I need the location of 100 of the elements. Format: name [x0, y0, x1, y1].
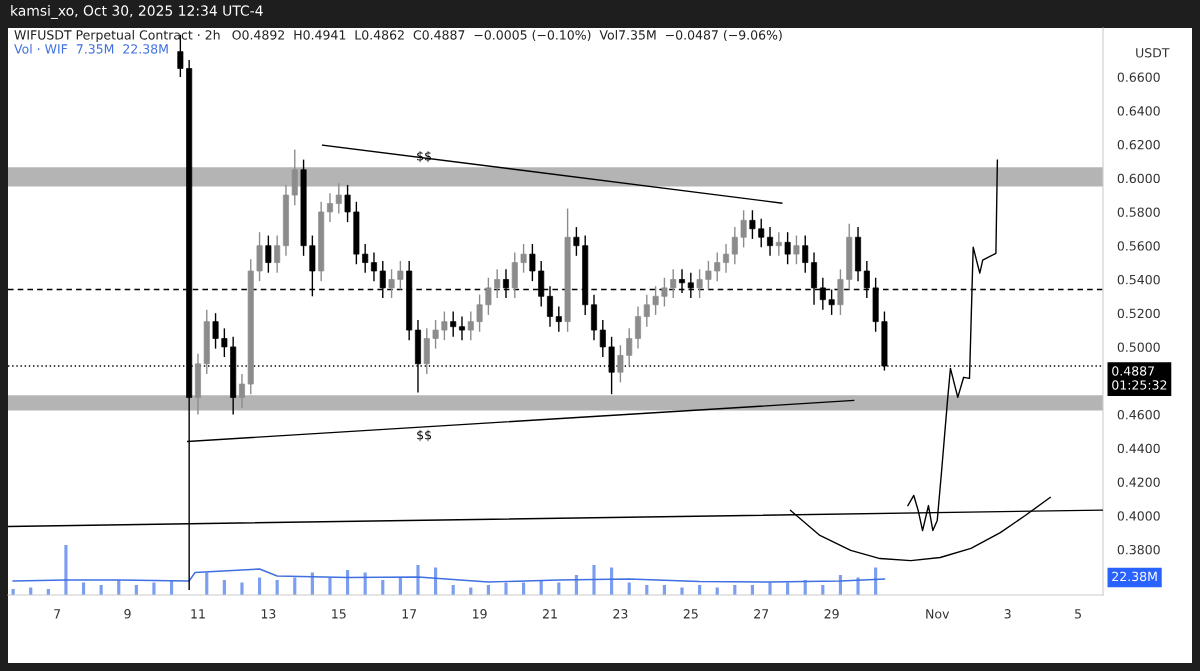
- candlestick: [362, 243, 369, 274]
- candlestick: [670, 268, 677, 299]
- y-tick-label: 0.4600: [1117, 409, 1160, 420]
- candlestick: [335, 182, 342, 215]
- bar: [680, 587, 684, 595]
- band-label: $$: [417, 429, 432, 442]
- chart-subtitle: O0.4892 H0.4941 L0.4862 C0.4887 −0.0005 (−0.10%) Vol7.35M −0.0487 (−9.06%): [232, 29, 782, 42]
- x-tick-label: 19: [473, 609, 487, 619]
- bar: [416, 565, 420, 595]
- y-tick-label: 0.4000: [1117, 511, 1160, 521]
- candlestick: [705, 260, 712, 291]
- bar: [64, 545, 68, 595]
- candlestick: [520, 243, 527, 274]
- candlestick: [661, 277, 668, 308]
- candlestick: [740, 209, 747, 249]
- x-tick-label: 23: [613, 609, 628, 619]
- candlestick: [221, 327, 228, 358]
- bar: [240, 582, 244, 595]
- x-tick-label: 9: [124, 609, 131, 619]
- candlestick: [388, 268, 395, 299]
- x-tick-label: 21: [542, 609, 557, 619]
- y-tick-label: 0.3800: [1117, 544, 1160, 555]
- candlestick: [714, 251, 721, 282]
- bar: [293, 577, 297, 595]
- candlestick: [617, 344, 624, 384]
- x-tick-label: 11: [191, 609, 205, 619]
- y-tick-label: 0.6400: [1117, 106, 1160, 116]
- x-tick-label: 25: [683, 609, 698, 619]
- candlestick: [802, 234, 809, 274]
- candlestick: [573, 226, 580, 257]
- candlestick: [212, 312, 219, 350]
- bar: [504, 582, 508, 595]
- candlestick: [344, 184, 351, 223]
- candlestick: [459, 315, 465, 341]
- bar: [627, 582, 631, 595]
- bar: [81, 582, 86, 595]
- bar: [257, 577, 262, 595]
- candlestick: [626, 327, 633, 367]
- candlestick: [370, 251, 377, 282]
- candlestick: [555, 305, 562, 333]
- candlestick: [828, 288, 835, 316]
- candlestick: [326, 192, 333, 223]
- candlestick: [397, 260, 404, 291]
- bar: [786, 582, 790, 595]
- candlestick: [529, 243, 536, 282]
- y-tick-label: 0.5200: [1117, 308, 1160, 319]
- candlestick: [476, 293, 483, 333]
- bar: [768, 582, 772, 595]
- x-tick-label: 15: [332, 609, 346, 619]
- candlestick: [793, 234, 800, 265]
- candlestick: [441, 310, 448, 341]
- x-tick-label: 27: [754, 609, 769, 619]
- y-tick-label: 0.6600: [1117, 72, 1160, 82]
- text: kamsi_xo, Oct 30, 2025 12:34 UTC-4: [11, 5, 263, 19]
- candlestick: [731, 226, 738, 265]
- x-tick-label: 17: [402, 609, 417, 619]
- candlestick: [767, 226, 774, 257]
- candlestick: [723, 243, 730, 274]
- candlestick: [467, 310, 474, 341]
- candlestick: [450, 310, 457, 338]
- y-tick-label: 0.4400: [1117, 443, 1160, 454]
- candlestick: [265, 234, 272, 274]
- x-tick-label: 5: [1075, 609, 1081, 619]
- y-tick-label: 0.5600: [1117, 241, 1160, 251]
- x-tick-label: Nov: [926, 609, 950, 619]
- candlestick: [749, 209, 756, 240]
- chart-title: Vol · WIF 7.35M 22.38M: [14, 43, 168, 54]
- y-axis-title: USDT: [1136, 48, 1170, 58]
- bar: [522, 582, 526, 595]
- bar: [592, 565, 596, 595]
- x-tick-label: 13: [261, 609, 276, 619]
- bar: [557, 582, 561, 595]
- candlestick: [494, 268, 501, 299]
- x-tick-label: 7: [54, 609, 61, 619]
- candlestick: [784, 231, 791, 265]
- y-tick-label: 0.4200: [1117, 477, 1160, 487]
- bar: [328, 577, 332, 595]
- y-tick-label: 0.5000: [1117, 342, 1160, 352]
- bar: [856, 577, 860, 595]
- bar: [152, 582, 156, 595]
- candlestick: [238, 373, 245, 409]
- text: 22.38M: [1112, 571, 1157, 582]
- ref-line-label: 0.4887 01:25:32: [1112, 366, 1167, 390]
- candlestick: [432, 319, 439, 350]
- candlestick: [485, 277, 492, 316]
- x-tick-label: 29: [824, 609, 839, 619]
- x-tick-label: 3: [1004, 609, 1011, 619]
- candlestick: [599, 319, 606, 358]
- candlestick: [274, 234, 281, 274]
- y-tick-label: 0.6200: [1117, 139, 1160, 150]
- candlestick: [652, 285, 659, 316]
- candlestick: [696, 268, 703, 299]
- candlestick: [758, 217, 765, 249]
- candlestick: [643, 293, 650, 328]
- y-tick-label: 0.6000: [1117, 173, 1160, 184]
- candlestick: [635, 305, 641, 350]
- y-tick-label: 0.5400: [1117, 274, 1160, 285]
- y-tick-label: 0.5800: [1117, 207, 1160, 217]
- chart-title: WIFUSDT Perpetual Contract · 2h: [14, 29, 220, 43]
- candlestick: [775, 231, 782, 257]
